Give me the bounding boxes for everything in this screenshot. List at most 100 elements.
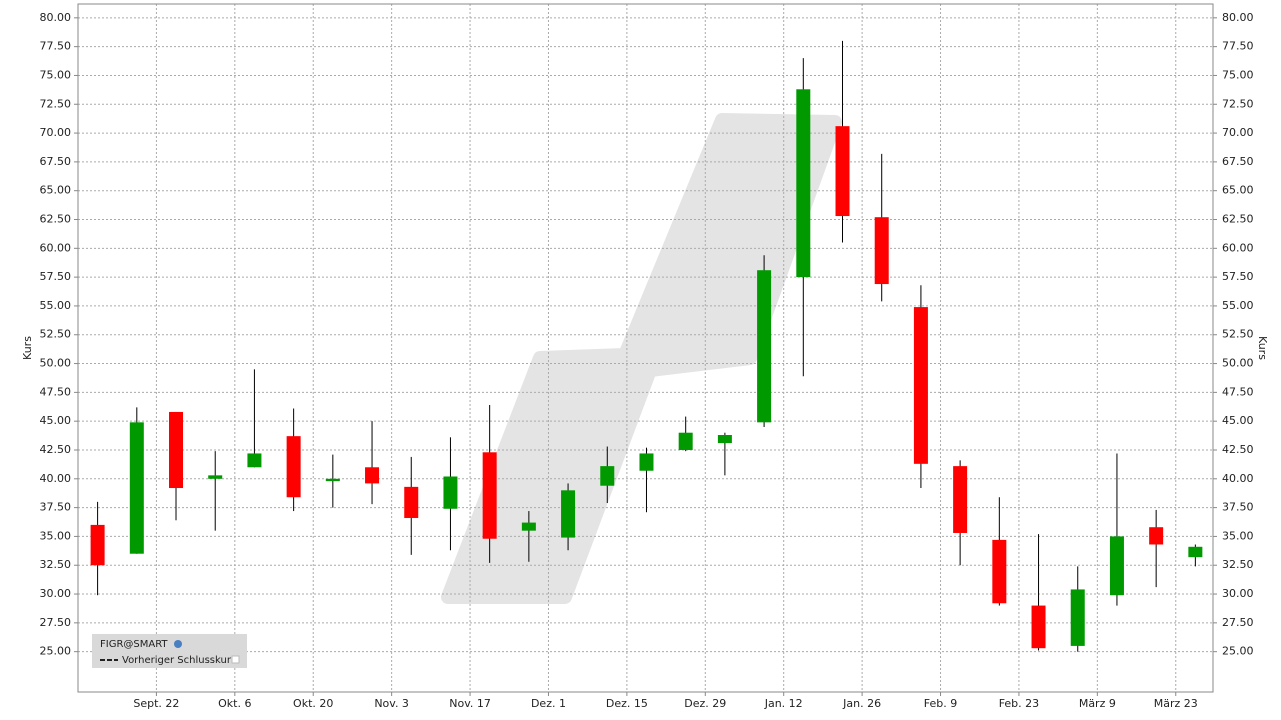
x-tick-label: Feb. 23 [999, 697, 1039, 710]
y-axis-title: Kurs [21, 336, 34, 360]
x-tick-label: Nov. 17 [449, 697, 491, 710]
y2-tick-label: 42.50 [1222, 443, 1254, 456]
y-tick-label: 77.50 [40, 40, 72, 53]
candle-body [208, 475, 223, 479]
x-tick-label: März 23 [1154, 697, 1198, 710]
candle-body [404, 486, 419, 518]
candle-body [325, 478, 340, 482]
candle-body [169, 411, 184, 489]
y2-tick-label: 60.00 [1222, 241, 1254, 254]
x-tick-label: Dez. 1 [531, 697, 566, 710]
y-tick-label: 40.00 [40, 472, 72, 485]
y2-tick-label: 72.50 [1222, 97, 1254, 110]
y-tick-label: 45.00 [40, 414, 72, 427]
candle-body [992, 539, 1007, 604]
y2-tick-label: 30.00 [1222, 587, 1254, 600]
y-tick-label: 80.00 [40, 11, 72, 24]
candle-body [1149, 527, 1164, 545]
x-tick-label: Jan. 26 [842, 697, 881, 710]
y2-tick-label: 75.00 [1222, 68, 1254, 81]
y2-tick-label: 45.00 [1222, 414, 1254, 427]
candle-body [835, 126, 850, 217]
y-tick-label: 65.00 [40, 184, 72, 197]
y2-tick-label: 50.00 [1222, 357, 1254, 370]
candle-body [129, 422, 144, 554]
y-tick-label: 52.50 [40, 328, 72, 341]
legend-box [92, 634, 247, 668]
candle-body [757, 270, 772, 423]
y2-tick-label: 27.50 [1222, 616, 1254, 629]
y-tick-label: 72.50 [40, 97, 72, 110]
candle-body [90, 524, 105, 566]
x-tick-label: Dez. 15 [606, 697, 648, 710]
y2-tick-label: 37.50 [1222, 501, 1254, 514]
candle-body [1070, 589, 1085, 646]
candle-body [717, 435, 732, 444]
legend-entry[interactable]: Vorheriger Schlusskurs [122, 655, 236, 666]
y-tick-label: 30.00 [40, 587, 72, 600]
y2-tick-label: 67.50 [1222, 155, 1254, 168]
candle-body [561, 490, 576, 538]
y-tick-label: 35.00 [40, 529, 72, 542]
y2-tick-label: 47.50 [1222, 385, 1254, 398]
y-tick-label: 27.50 [40, 616, 72, 629]
y-tick-label: 47.50 [40, 385, 72, 398]
candle-body [286, 436, 301, 498]
candle-body [678, 432, 693, 450]
y-tick-label: 25.00 [40, 645, 72, 658]
y-tick-label: 37.50 [40, 501, 72, 514]
candle-body [600, 466, 615, 486]
y2-tick-label: 40.00 [1222, 472, 1254, 485]
y-tick-label: 32.50 [40, 558, 72, 571]
y-tick-label: 70.00 [40, 126, 72, 139]
legend-icon [174, 640, 182, 648]
y-tick-label: 50.00 [40, 357, 72, 370]
plot-frame [77, 3, 1214, 693]
y2-tick-label: 55.00 [1222, 299, 1254, 312]
candle-body [521, 522, 536, 531]
x-tick-label: Okt. 20 [293, 697, 333, 710]
candle-body [482, 452, 497, 539]
candle-body [1109, 536, 1124, 596]
y2-tick-label: 65.00 [1222, 184, 1254, 197]
x-tick-label: Feb. 9 [924, 697, 957, 710]
x-tick-label: Dez. 29 [684, 697, 726, 710]
candle-body [1188, 546, 1203, 558]
x-tick-label: Sept. 22 [133, 697, 179, 710]
candle-body [1031, 605, 1046, 649]
legend-icon [231, 655, 240, 664]
y-tick-label: 42.50 [40, 443, 72, 456]
y2-tick-label: 32.50 [1222, 558, 1254, 571]
y-tick-label: 67.50 [40, 155, 72, 168]
x-tick-label: Jan. 12 [764, 697, 803, 710]
x-tick-label: Nov. 3 [374, 697, 409, 710]
y-tick-label: 75.00 [40, 68, 72, 81]
candle-body [796, 89, 811, 278]
y2-tick-label: 62.50 [1222, 213, 1254, 226]
watermark [441, 113, 842, 604]
y-tick-label: 60.00 [40, 241, 72, 254]
y2-tick-label: 25.00 [1222, 645, 1254, 658]
candle-body [443, 476, 458, 509]
candle-body [639, 453, 654, 471]
y-tick-label: 57.50 [40, 270, 72, 283]
legend-entry[interactable]: FIGR@SMART [100, 639, 168, 650]
y2-tick-label: 70.00 [1222, 126, 1254, 139]
candle-body [247, 453, 262, 468]
y-tick-label: 62.50 [40, 213, 72, 226]
y2-axis-title: Kurs [1256, 336, 1269, 360]
candle-body [953, 466, 968, 533]
x-tick-label: Okt. 6 [218, 697, 251, 710]
candle-body [365, 467, 380, 484]
legend: FIGR@SMART Vorheriger Schlusskurs [92, 634, 247, 668]
candle-body [874, 217, 889, 285]
x-tick-label: März 9 [1079, 697, 1116, 710]
y2-tick-label: 52.50 [1222, 328, 1254, 341]
y2-tick-label: 77.50 [1222, 40, 1254, 53]
y2-tick-label: 80.00 [1222, 11, 1254, 24]
y2-tick-label: 57.50 [1222, 270, 1254, 283]
y2-tick-label: 35.00 [1222, 529, 1254, 542]
candle-body [913, 307, 928, 464]
y-tick-label: 55.00 [40, 299, 72, 312]
